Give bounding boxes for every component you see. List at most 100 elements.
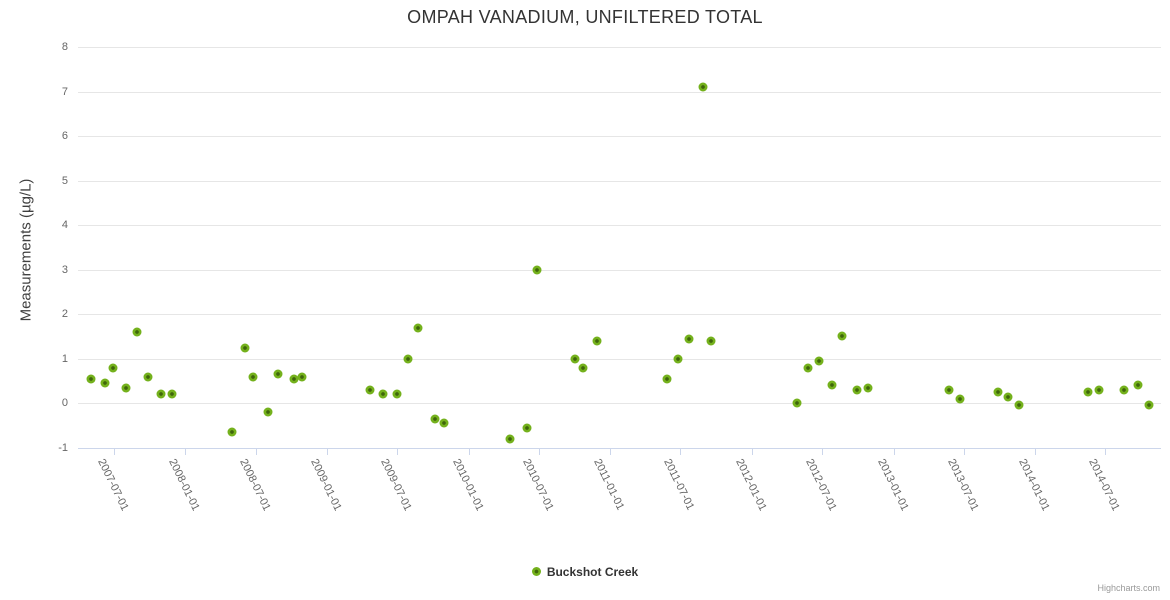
data-point[interactable] [1003,392,1013,401]
x-axis-tick [610,448,612,455]
y-axis-label: 3 [61,263,68,276]
chart-title: OMPAH VANADIUM, UNFILTERED TOTAL [407,7,763,27]
data-point[interactable] [392,389,402,399]
x-axis-label: 2012-01-01 [733,456,769,513]
x-axis-tick [468,448,470,455]
y-axis-label: -1 [58,441,68,454]
gridline [78,403,1161,405]
data-point[interactable] [430,414,440,424]
data-point[interactable] [143,372,153,381]
series-marker-icon [531,567,541,576]
y-axis-label: 6 [61,130,68,143]
x-axis-tick [538,448,540,455]
x-axis-label: 2009-07-01 [378,456,415,513]
x-axis-label: 2014-01-01 [1016,456,1052,513]
data-point[interactable] [863,383,873,393]
data-point[interactable] [1144,400,1154,410]
data-point[interactable] [1083,387,1092,397]
data-point[interactable] [227,427,237,437]
y-axis-label: 4 [61,219,68,232]
x-axis-tick [963,448,965,455]
data-point[interactable] [532,265,542,275]
x-axis-label: 2013-01-01 [874,456,911,513]
data-point[interactable] [297,372,307,381]
x-axis-tick [1105,448,1107,455]
x-axis-tick [327,448,329,455]
data-point[interactable] [167,389,177,399]
data-point[interactable] [365,385,375,395]
data-point[interactable] [378,389,388,399]
data-point[interactable] [792,398,802,408]
data-point[interactable] [1094,385,1104,395]
data-point[interactable] [86,374,96,384]
data-point[interactable] [852,385,862,395]
x-axis-tick [114,448,115,455]
x-axis-label: 2014-07-01 [1086,456,1122,513]
data-point[interactable] [100,378,110,388]
y-axis-label: 1 [61,352,68,365]
data-point[interactable] [121,383,131,393]
x-axis-tick [893,448,895,455]
data-point[interactable] [1133,380,1143,390]
data-point[interactable] [439,418,448,428]
data-point[interactable] [240,343,250,353]
x-axis-tick [185,448,187,455]
x-axis-label: 2009-01-01 [308,456,344,513]
data-point[interactable] [837,331,847,341]
data-point[interactable] [684,334,694,344]
data-point[interactable] [662,374,672,384]
data-point[interactable] [413,323,423,333]
x-axis-tick [1035,448,1037,455]
data-point[interactable] [944,385,954,395]
data-point[interactable] [132,327,141,337]
data-point[interactable] [592,336,602,346]
data-point[interactable] [108,363,118,373]
legend-label: Buckshot Creek [546,564,639,579]
y-axis-label: 0 [61,397,68,410]
x-axis-label: 2011-07-01 [661,456,697,512]
y-axis-label: 5 [61,174,68,187]
y-axis-label: 8 [61,41,68,54]
x-axis-label: 2011-01-01 [591,456,627,512]
gridline [78,314,1161,316]
data-point[interactable] [955,394,965,404]
data-point[interactable] [993,387,1003,397]
x-axis-tick [255,448,257,455]
x-axis-tick [822,448,824,455]
x-axis-tick [751,448,753,455]
gridline [78,180,1161,182]
gridline [78,136,1161,138]
data-point[interactable] [248,372,258,381]
x-axis-label: 2008-07-01 [237,456,273,513]
data-point[interactable] [522,423,532,433]
data-point[interactable] [706,336,716,346]
x-axis-label: 2012-07-01 [803,456,839,513]
data-point[interactable] [827,380,837,390]
data-point[interactable] [263,407,272,417]
data-point[interactable] [1014,400,1024,410]
data-point[interactable] [814,356,824,366]
data-point[interactable] [673,354,683,364]
x-axis-label: 2010-07-01 [520,456,556,513]
gridline [78,91,1161,93]
data-point[interactable] [803,363,813,373]
data-point[interactable] [578,363,588,373]
data-point[interactable] [156,389,165,399]
data-point[interactable] [403,354,413,364]
data-point[interactable] [570,354,580,364]
highcharts-credits-link[interactable]: Highcharts.com [1097,583,1160,593]
gridline [78,269,1161,271]
x-axis-tick [397,448,399,455]
data-point[interactable] [289,374,299,384]
data-point[interactable] [698,82,708,92]
legend-item-buckshot-creek[interactable]: Buckshot Creek [531,564,639,579]
x-axis-label: 2010-01-01 [449,456,486,513]
y-axis-label: 7 [61,85,68,98]
data-point[interactable] [505,434,515,444]
y-axis-label: 2 [61,308,68,321]
x-axis-label: 2007-07-01 [95,456,131,513]
data-point[interactable] [273,369,283,379]
legend: Buckshot Creek [0,563,1170,581]
data-point[interactable] [1119,385,1129,395]
